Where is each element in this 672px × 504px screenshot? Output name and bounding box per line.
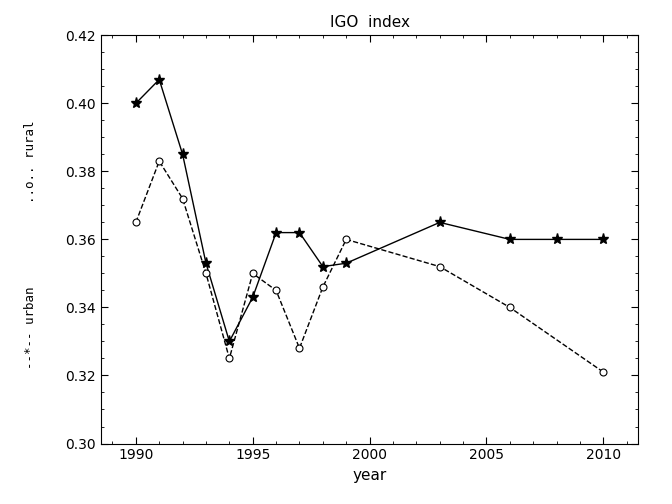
X-axis label: year: year [353,468,386,483]
Text: --*-- urban: --*-- urban [24,286,37,369]
Title: IGO  index: IGO index [329,15,410,30]
Text: ..o.. rural: ..o.. rural [24,120,37,203]
